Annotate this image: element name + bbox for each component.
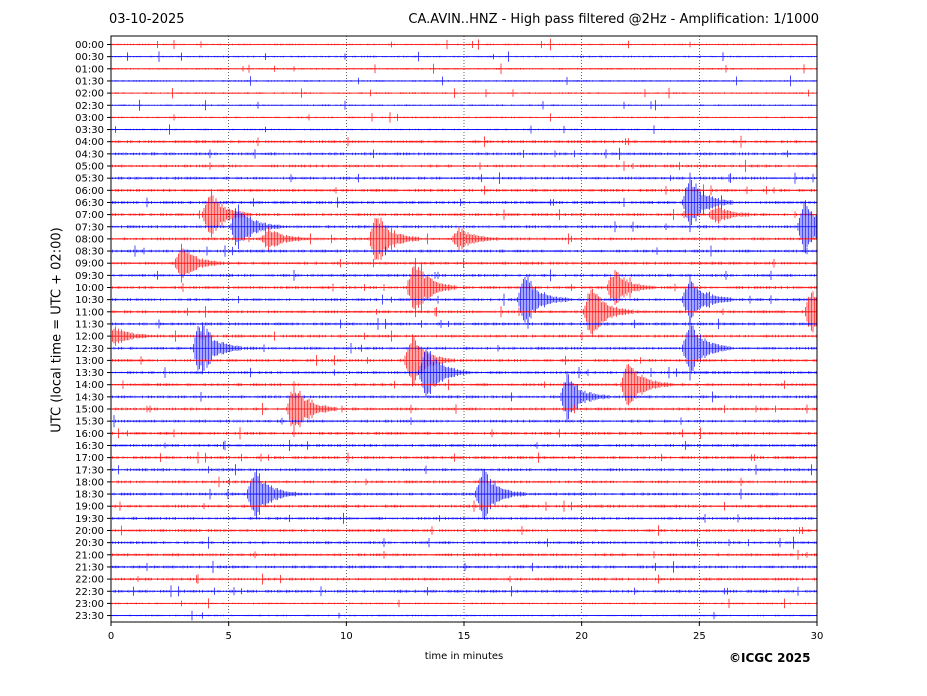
y-tick-label: 02:00 [75,89,104,100]
y-tick-label: 16:30 [75,441,104,452]
y-tick-label: 12:00 [75,332,104,343]
y-tick-label: 01:30 [75,76,104,87]
x-tick-label: 30 [811,631,824,642]
y-tick-label: 04:30 [75,149,104,160]
y-tick-label: 07:00 [75,210,104,221]
y-tick-label: 15:30 [75,417,104,428]
y-tick-label: 09:30 [75,271,104,282]
y-tick-label: 14:00 [75,380,104,391]
y-tick-label: 18:00 [75,477,104,488]
y-axis-label: UTC (local time = UTC + 02:00) [49,227,65,433]
y-tick-label: 00:30 [75,52,104,63]
y-tick-label: 20:30 [75,538,104,549]
y-tick-label: 09:00 [75,259,104,270]
y-tick-label: 05:00 [75,162,104,173]
x-tick-label: 25 [693,631,706,642]
y-tick-label: 17:30 [75,465,104,476]
plot-frame [110,35,818,623]
y-tick-label: 04:00 [75,137,104,148]
x-tick-label: 5 [225,631,231,642]
y-tick-label: 15:00 [75,405,104,416]
y-tick-label: 22:30 [75,587,104,598]
y-tick-label: 19:30 [75,514,104,525]
y-tick-label: 13:00 [75,356,104,367]
y-tick-label: 19:00 [75,502,104,513]
x-tick-label: 10 [340,631,353,642]
y-tick-label: 07:30 [75,222,104,233]
copyright-label: ©ICGC 2025 [729,651,811,665]
y-tick-label: 08:30 [75,247,104,258]
y-tick-label: 21:00 [75,550,104,561]
date-label: 03-10-2025 [109,12,185,27]
y-tick-label: 23:00 [75,599,104,610]
y-tick-label: 20:00 [75,526,104,537]
y-tick-label: 03:30 [75,125,104,136]
y-tick-label: 08:00 [75,234,104,245]
y-tick-label: 21:30 [75,562,104,573]
y-tick-label: 16:00 [75,429,104,440]
x-axis-label: time in minutes [424,651,504,662]
y-tick-label: 14:30 [75,392,104,403]
y-tick-label: 17:00 [75,453,104,464]
y-tick-label: 06:30 [75,198,104,209]
y-tick-label: 11:00 [75,307,104,318]
y-tick-label: 12:30 [75,344,104,355]
y-tick-label: 18:30 [75,490,104,501]
y-tick-label: 10:00 [75,283,104,294]
x-tick-label: 15 [458,631,471,642]
y-tick-label: 11:30 [75,319,104,330]
y-tick-label: 03:00 [75,113,104,124]
x-tick-label: 0 [108,631,114,642]
y-tick-label: 23:30 [75,611,104,622]
y-tick-label: 22:00 [75,575,104,586]
y-tick-label: 05:30 [75,174,104,185]
y-tick-label: 06:00 [75,186,104,197]
y-tick-label: 02:30 [75,101,104,112]
y-tick-label: 13:30 [75,368,104,379]
y-tick-label: 00:00 [75,40,104,51]
chart-title: CA.AVIN..HNZ - High pass filtered @2Hz -… [408,12,819,27]
x-tick-label: 20 [575,631,588,642]
y-tick-label: 10:30 [75,295,104,306]
y-tick-label: 01:00 [75,64,104,75]
